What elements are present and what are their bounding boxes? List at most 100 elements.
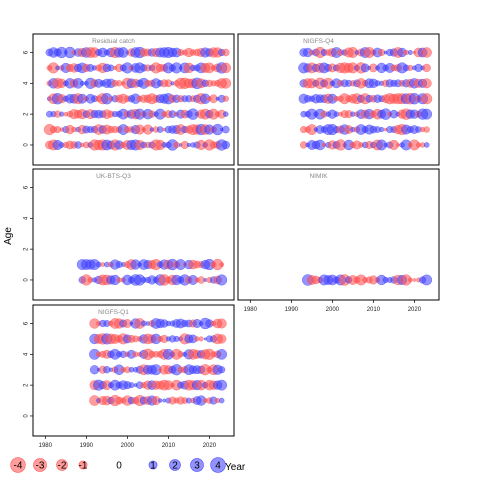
bubbles — [76, 258, 228, 286]
legend-bubble — [78, 460, 88, 470]
y-tick-label: 2 — [24, 383, 30, 387]
bubble — [222, 125, 230, 134]
legend-bubble — [169, 459, 181, 471]
legend-bubble — [33, 458, 47, 472]
bubble — [186, 142, 191, 148]
bubble — [198, 336, 204, 342]
bubble — [194, 336, 200, 342]
x-tick-label: 2000 — [121, 443, 135, 449]
panel-title: UK-BTS-Q3 — [96, 173, 131, 180]
legend-bubble — [210, 457, 226, 473]
bubble — [156, 126, 164, 133]
bubbles — [43, 46, 232, 151]
panels: Residual catch0246NIGFS-Q4UK-BTS-Q30246N… — [24, 33, 440, 449]
x-tick-label: 1990 — [80, 443, 94, 449]
panel-title: Residual catch — [92, 38, 135, 45]
bubble — [218, 366, 226, 374]
y-tick-label: 4 — [24, 81, 30, 85]
bubble — [216, 274, 228, 286]
panel-frame — [237, 168, 440, 301]
legend-label: -3 — [36, 461, 45, 472]
y-tick-label: 4 — [24, 216, 30, 220]
bubble — [216, 348, 228, 360]
panel-title: NIGFS-Q4 — [303, 38, 334, 45]
panel-3: UK-BTS-Q3 0 2 4 6 — [24, 168, 235, 301]
bubble — [423, 126, 430, 133]
bubble — [79, 80, 85, 86]
panel-frame — [32, 168, 235, 301]
bubble — [128, 382, 135, 389]
legend-item: 4 — [210, 457, 226, 473]
x-tick-label: 2000 — [326, 307, 340, 313]
bubble — [158, 398, 163, 403]
legend-item: 2 — [169, 459, 181, 472]
legend-item: 0 — [116, 461, 122, 472]
y-tick-label: 2 — [24, 247, 30, 251]
x-tick-label: 2010 — [162, 443, 176, 449]
legend-label: -4 — [14, 461, 23, 472]
x-tick-label: 1980 — [244, 307, 258, 313]
panel-frame — [32, 304, 235, 437]
legend-bubble — [10, 457, 26, 473]
bubble — [221, 140, 230, 150]
x-tick-label: 2020 — [408, 307, 422, 313]
bubble — [216, 379, 228, 391]
x-tick-label: 2010 — [367, 307, 381, 313]
bubble — [220, 78, 232, 89]
y-tick-label: 0 — [24, 143, 30, 147]
bubble — [218, 397, 225, 404]
bubble — [396, 143, 400, 147]
legend-item: 1 — [148, 461, 158, 472]
bubbles — [89, 317, 228, 407]
legend-item: 3 — [190, 458, 204, 472]
panel-title: NIMIK — [309, 173, 328, 180]
x-tick-label: 2020 — [203, 443, 217, 449]
legend-label: 1 — [150, 461, 156, 472]
y-axis-label: Age — [3, 227, 14, 245]
legend-label: -1 — [79, 461, 88, 472]
x-tick-label: 1980 — [39, 443, 53, 449]
legend-bubble — [190, 458, 204, 472]
legend-label: 3 — [194, 461, 200, 472]
legend-bubble — [56, 459, 68, 471]
bubbles — [302, 274, 433, 286]
legend-item: -3 — [33, 458, 47, 472]
bubble — [216, 318, 227, 329]
legend-item: -4 — [10, 457, 26, 473]
panel-2: NIGFS-Q4 — [237, 33, 440, 166]
bubble — [378, 126, 385, 133]
bubble — [421, 47, 432, 58]
y-tick-label: 4 — [24, 352, 30, 356]
bubbles — [298, 46, 433, 151]
y-tick-label: 6 — [24, 321, 30, 325]
panel-title: NIGFS-Q1 — [98, 309, 129, 316]
bubble — [217, 334, 227, 344]
bubble — [222, 95, 229, 102]
bubble — [162, 398, 167, 403]
legend-label: 2 — [172, 461, 178, 472]
bubble — [220, 62, 232, 74]
bubble — [412, 278, 417, 282]
bubble — [407, 277, 413, 283]
panel-frame — [32, 33, 235, 166]
panel-frame — [237, 33, 440, 166]
y-tick-label: 0 — [24, 414, 30, 418]
bubble — [222, 48, 230, 57]
bubble — [116, 80, 123, 87]
legend: -4 -3 -2 -1 0 1 2 3 4 — [10, 457, 226, 473]
bubble — [407, 50, 413, 55]
bubble — [421, 108, 433, 120]
panel-5: NIGFS-Q1 0 2 4 6 1980 1990 2000 2010 2020 — [24, 304, 235, 449]
legend-item: -2 — [56, 459, 68, 472]
bubble — [421, 78, 432, 89]
bubble — [422, 63, 431, 73]
legend-label: 0 — [116, 461, 122, 472]
x-tick-label: 1990 — [285, 307, 299, 313]
panel-1: Residual catch 0 2 4 6 — [24, 33, 235, 166]
y-tick-label: 6 — [24, 185, 30, 189]
y-tick-label: 6 — [24, 50, 30, 54]
y-tick-label: 2 — [24, 112, 30, 116]
y-tick-label: 0 — [24, 278, 30, 282]
legend-label: -2 — [58, 461, 67, 472]
